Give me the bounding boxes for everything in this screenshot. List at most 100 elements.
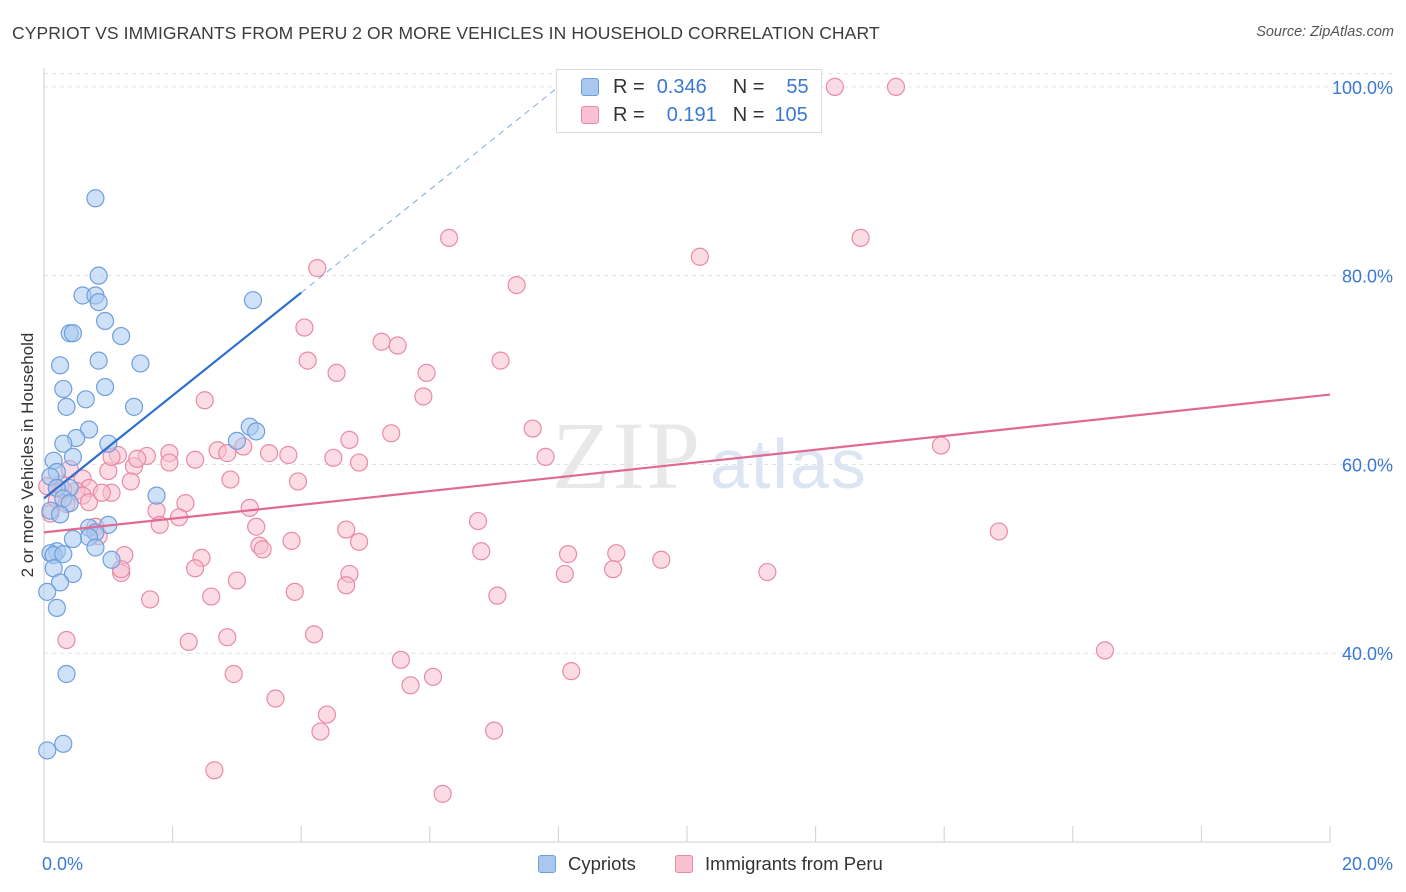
peru-point: [218, 628, 237, 647]
x-tick-label: 20.0%: [1342, 854, 1393, 874]
cypriots-swatch: [581, 78, 599, 96]
r-label: R =: [613, 75, 645, 98]
peru-point: [327, 363, 346, 382]
peru-point: [349, 453, 369, 472]
cypriot-point: [247, 422, 266, 441]
cypriot-point: [54, 545, 73, 564]
y-axis-label: 2 or more Vehicles in Household: [18, 332, 37, 578]
peru-point: [227, 571, 246, 590]
peru-point: [603, 560, 623, 579]
peru-point: [758, 562, 777, 582]
peru-point: [140, 590, 160, 609]
peru-point: [337, 520, 356, 539]
cypriot-point: [124, 397, 144, 416]
stats-legend: R = 0.346 N = 55 R = 0.191 N = 105: [556, 69, 822, 133]
peru-point: [607, 544, 626, 563]
peru-point: [558, 545, 578, 564]
n-value-cypriots: 55: [786, 75, 809, 98]
peru-point: [317, 705, 337, 724]
peru-point: [931, 436, 951, 455]
peru-point: [1095, 641, 1115, 660]
cypriot-point: [54, 434, 73, 453]
stats-legend-row-peru: R = 0.191 N = 105: [581, 102, 808, 128]
peru-point: [121, 472, 140, 491]
peru-point: [886, 77, 906, 96]
cypriot-point: [54, 379, 73, 399]
cypriot-point: [79, 420, 99, 439]
peru-point: [507, 275, 526, 295]
peru-point: [247, 517, 266, 536]
r-value-peru: 0.191: [666, 103, 717, 126]
peru-point: [224, 664, 243, 684]
bottom-legend-cypriots: Cypriots: [538, 851, 636, 877]
cypriot-point: [63, 447, 83, 466]
peru-point: [128, 449, 147, 468]
cypriot-point: [243, 291, 263, 310]
cypriot-trend-extension: [300, 86, 559, 294]
cypriot-point: [50, 505, 70, 524]
cypriot-point: [86, 538, 105, 557]
cypriot-point: [131, 354, 150, 373]
peru-point: [523, 419, 542, 438]
cypriot-point: [63, 324, 83, 343]
peru-point: [324, 448, 343, 467]
peru-point: [308, 259, 327, 278]
peru-point: [205, 761, 224, 780]
y-tick-label: 100.0%: [1332, 78, 1393, 98]
cypriot-point: [38, 741, 57, 760]
chart-title: CYPRIOT VS IMMIGRANTS FROM PERU 2 OR MOR…: [12, 23, 880, 43]
stats-legend-row-cypriots: R = 0.346 N = 55: [581, 74, 809, 100]
peru-point: [391, 650, 410, 669]
peru-point: [160, 453, 179, 472]
peru-point: [288, 472, 308, 491]
peru-point: [221, 470, 240, 489]
cypriots-legend-label: Cypriots: [568, 853, 636, 874]
peru-point: [340, 430, 359, 449]
peru-point: [337, 576, 356, 595]
peru-point: [304, 625, 324, 644]
peru-point: [388, 336, 407, 355]
peru-point: [279, 445, 298, 465]
peru-trend-line: [43, 393, 1331, 534]
cypriot-point: [47, 598, 66, 618]
y-tick-label: 60.0%: [1342, 455, 1393, 475]
cypriot-point: [147, 486, 166, 505]
peru-point: [423, 667, 443, 686]
peru-legend-label: Immigrants from Peru: [705, 853, 883, 874]
x-tick-label: 0.0%: [42, 854, 83, 874]
cypriot-point: [227, 431, 246, 450]
cypriot-point: [63, 564, 83, 584]
cypriot-point: [63, 529, 83, 549]
peru-point: [186, 450, 205, 469]
n-label: N =: [732, 75, 765, 98]
peru-point: [690, 247, 709, 266]
peru-point: [536, 447, 555, 466]
cypriot-point: [95, 377, 115, 397]
cypriots-legend-swatch: [538, 855, 556, 873]
peru-point: [491, 351, 510, 370]
r-value-cypriots: 0.346: [656, 75, 707, 98]
cypriot-trend-line: [43, 291, 302, 500]
cypriot-point: [50, 356, 70, 375]
peru-point: [179, 632, 198, 651]
peru-point: [372, 332, 391, 351]
peru-point: [282, 531, 301, 550]
n-label: N =: [732, 103, 765, 126]
peru-point: [472, 542, 491, 561]
cypriot-point: [95, 311, 115, 331]
peru-point: [433, 784, 452, 803]
cypriot-point: [38, 582, 57, 601]
cypriot-point: [76, 390, 95, 409]
cypriot-point: [89, 266, 108, 285]
peru-point: [259, 444, 279, 463]
peru-point: [825, 77, 844, 96]
peru-legend-swatch: [675, 855, 693, 873]
cypriot-point: [112, 326, 131, 346]
peru-swatch: [581, 106, 599, 124]
cypriot-point: [102, 550, 121, 569]
cypriot-point: [99, 434, 118, 453]
bottom-legend-peru: Immigrants from Peru: [675, 851, 883, 877]
peru-point: [285, 582, 304, 601]
peru-point: [485, 721, 504, 740]
peru-point: [79, 493, 99, 512]
